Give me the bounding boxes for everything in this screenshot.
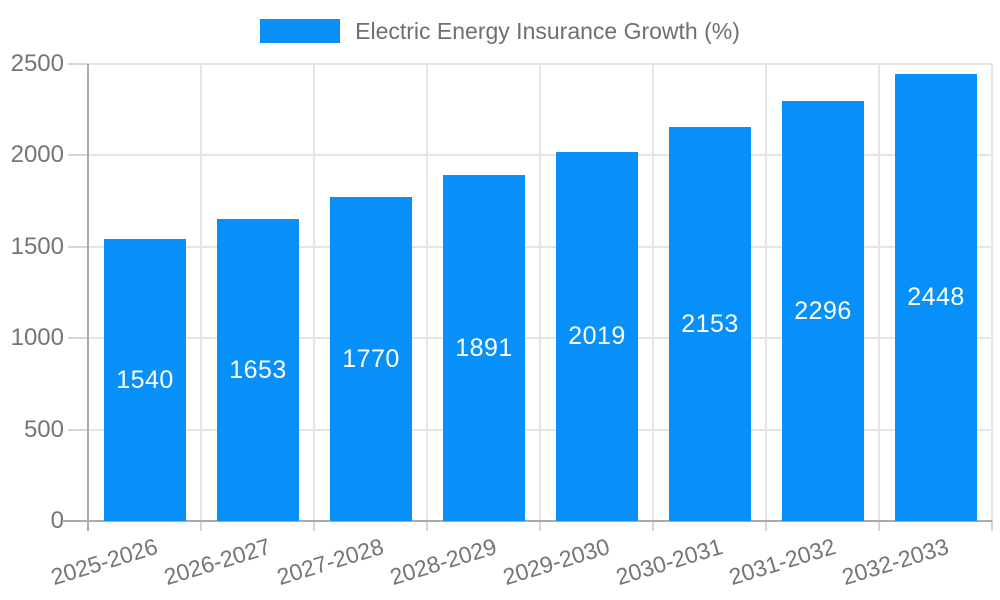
x-tick-mark bbox=[539, 521, 541, 531]
y-tick-mark bbox=[68, 154, 88, 157]
legend-item[interactable]: Electric Energy Insurance Growth (%) bbox=[260, 18, 740, 44]
y-axis-line bbox=[87, 64, 89, 531]
bar-value-label: 2448 bbox=[907, 283, 965, 311]
chart-legend: Electric Energy Insurance Growth (%) bbox=[0, 18, 1000, 44]
bar-2026-2027: 1653 bbox=[217, 219, 299, 521]
bar-2031-2032: 2296 bbox=[782, 101, 864, 521]
x-tick-mark bbox=[652, 521, 654, 531]
y-tick-mark bbox=[68, 63, 88, 65]
bar-2032-2033: 2448 bbox=[895, 74, 977, 521]
y-tick-label: 2000 bbox=[10, 141, 64, 169]
y-tick-mark bbox=[68, 245, 88, 248]
bar-value-label: 1653 bbox=[229, 355, 287, 384]
x-gridline bbox=[200, 64, 202, 521]
x-tick-mark bbox=[991, 521, 993, 531]
x-tick-mark bbox=[313, 521, 315, 531]
x-gridline bbox=[878, 64, 880, 521]
x-tick-mark bbox=[426, 521, 428, 531]
y-tick-label: 1500 bbox=[10, 232, 64, 260]
bar-value-label: 2153 bbox=[681, 309, 739, 338]
y-tick-mark bbox=[68, 337, 88, 340]
bar-2029-2030: 2019 bbox=[556, 152, 638, 521]
bar-value-label: 2019 bbox=[568, 322, 626, 350]
x-gridline bbox=[991, 64, 993, 521]
bar-2030-2031: 2153 bbox=[669, 127, 751, 521]
bar-value-label: 1891 bbox=[455, 333, 513, 362]
y-tick-label: 1000 bbox=[10, 324, 64, 352]
bar-value-label: 2296 bbox=[794, 296, 852, 325]
bar-value-label: 1540 bbox=[116, 365, 174, 394]
y-tick-label: 0 bbox=[50, 507, 64, 534]
legend-label: Electric Energy Insurance Growth (%) bbox=[355, 18, 740, 44]
x-gridline bbox=[539, 64, 541, 521]
y-tick-label: 2500 bbox=[10, 50, 64, 77]
bar-2027-2028: 1770 bbox=[330, 197, 412, 521]
x-tick-mark bbox=[765, 521, 767, 531]
x-axis-line bbox=[62, 520, 992, 522]
legend-swatch-icon bbox=[260, 19, 341, 43]
x-gridline bbox=[652, 64, 654, 521]
y-tick-label: 500 bbox=[23, 415, 64, 443]
y-tick-mark bbox=[68, 428, 88, 431]
bar-value-label: 1770 bbox=[342, 344, 400, 373]
x-tick-mark bbox=[878, 521, 880, 531]
bar-2025-2026: 1540 bbox=[104, 239, 186, 521]
x-gridline bbox=[313, 64, 315, 521]
x-gridline bbox=[426, 64, 428, 521]
bar-2028-2029: 1891 bbox=[443, 175, 525, 521]
x-gridline bbox=[765, 64, 767, 521]
x-tick-mark bbox=[200, 521, 202, 531]
